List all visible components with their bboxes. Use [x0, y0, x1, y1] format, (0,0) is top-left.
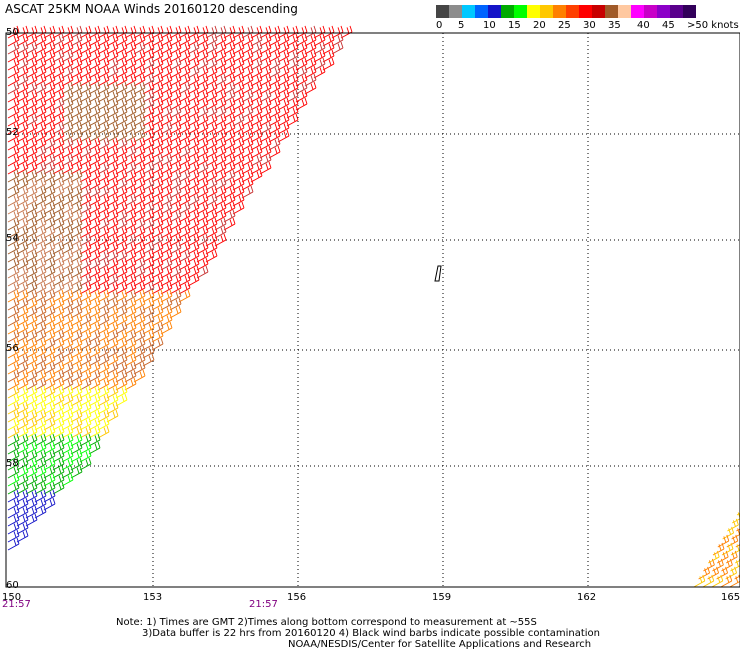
scale-swatch-12 [592, 5, 605, 18]
scale-label: 25 [558, 20, 571, 31]
chart-title: ASCAT 25KM NOAA Winds 20160120 descendin… [5, 2, 298, 16]
scale-label: 40 [637, 20, 650, 31]
scale-label: 35 [608, 20, 621, 31]
footnote-line-3: NOAA/NESDIS/Center for Satellite Applica… [288, 639, 592, 650]
scale-swatch-15 [631, 5, 644, 18]
scale-swatch-10 [566, 5, 579, 18]
lat-label: 56 [6, 343, 19, 354]
scale-swatch-2 [462, 5, 475, 18]
lon-label: 165 [721, 592, 740, 603]
scale-label: 20 [533, 20, 546, 31]
scale-swatch-19 [683, 5, 696, 18]
scale-swatch-13 [605, 5, 618, 18]
scale-swatch-16 [644, 5, 657, 18]
scale-labels: 0 5 10 15 20 25 30 35 40 45 >50 knots [436, 20, 740, 34]
footnote-line-1: Note: 1) Times are GMT 2)Times along bot… [116, 617, 537, 628]
lat-label: 60 [6, 580, 19, 591]
scale-swatch-7 [527, 5, 540, 18]
wind-speed-color-scale [436, 5, 696, 18]
lon-label: 156 [287, 592, 307, 603]
footnote-line-2: 3)Data buffer is 22 hrs from 20160120 4)… [142, 628, 600, 639]
scale-label: >50 knots [687, 20, 739, 31]
scale-label: 10 [483, 20, 496, 31]
scale-swatch-9 [553, 5, 566, 18]
lon-label: 153 [143, 592, 163, 603]
lat-label: 58 [6, 458, 19, 469]
scale-swatch-5 [501, 5, 514, 18]
scale-swatch-1 [449, 5, 462, 18]
scale-label: 0 [436, 20, 443, 31]
lat-label: 50 [6, 27, 19, 38]
scale-swatch-8 [540, 5, 553, 18]
lon-label: 159 [432, 592, 452, 603]
scale-label: 15 [508, 20, 521, 31]
scale-swatch-11 [579, 5, 592, 18]
scale-swatch-6 [514, 5, 527, 18]
scale-swatch-14 [618, 5, 631, 18]
lat-label: 52 [6, 127, 19, 138]
scale-label: 5 [458, 20, 465, 31]
time-label: 21:57 [249, 599, 278, 610]
scale-swatch-17 [657, 5, 670, 18]
scale-swatch-3 [475, 5, 488, 18]
scale-swatch-4 [488, 5, 501, 18]
wind-barbs [7, 25, 740, 588]
scale-swatch-0 [436, 5, 449, 18]
time-label: 21:57 [2, 599, 31, 610]
scale-swatch-18 [670, 5, 683, 18]
small-island [434, 265, 442, 282]
lon-label: 162 [577, 592, 597, 603]
map-frame [5, 32, 740, 588]
scale-label: 45 [662, 20, 675, 31]
lat-label: 54 [6, 233, 19, 244]
scale-label: 30 [583, 20, 596, 31]
lon-label: 150 [2, 592, 22, 603]
